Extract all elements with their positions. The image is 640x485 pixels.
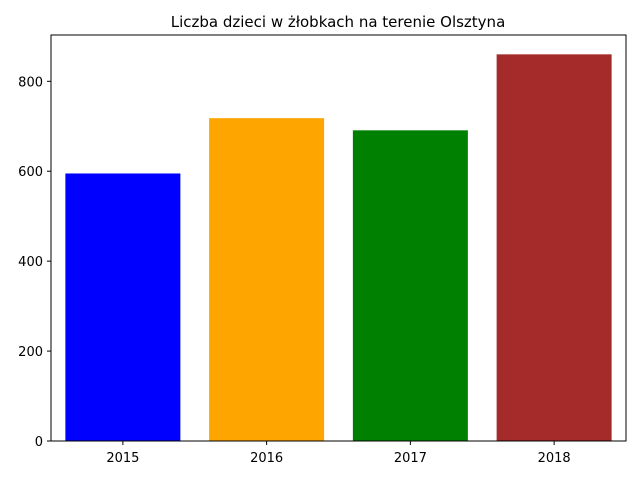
y-tick-label-200: 200 bbox=[18, 345, 43, 360]
bar-2018 bbox=[496, 54, 612, 441]
x-tick-label-2017: 2017 bbox=[394, 451, 427, 466]
bar-2016 bbox=[209, 118, 325, 442]
x-tick-label-2015: 2015 bbox=[106, 451, 139, 466]
chart-title: Liczba dzieci w żłobkach na terenie Olsz… bbox=[171, 13, 506, 31]
y-tick-label-800: 800 bbox=[18, 75, 43, 90]
y-tick-label-0: 0 bbox=[35, 435, 43, 450]
bars-layer bbox=[65, 54, 612, 442]
bar-2017 bbox=[352, 130, 468, 442]
y-tick-label-400: 400 bbox=[18, 255, 43, 270]
x-tick-label-2018: 2018 bbox=[538, 451, 571, 466]
y-tick-label-600: 600 bbox=[18, 165, 43, 180]
x-tick-label-2016: 2016 bbox=[250, 451, 283, 466]
axes-layer: 2015 2016 2017 2018 0 200 400 600 800 bbox=[18, 34, 627, 466]
bar-2015 bbox=[65, 173, 181, 441]
plot-frame bbox=[50, 34, 627, 442]
